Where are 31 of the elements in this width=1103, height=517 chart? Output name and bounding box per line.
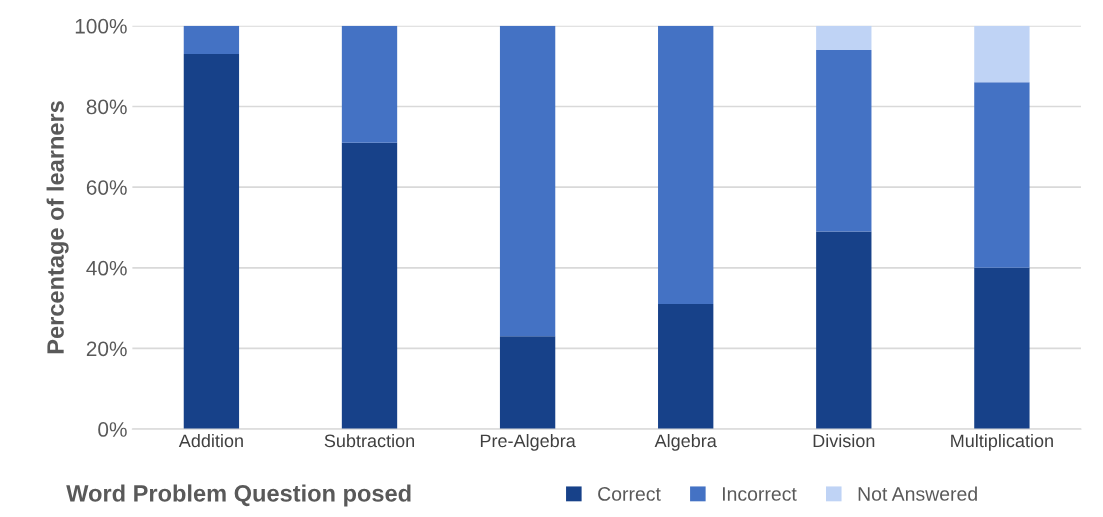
- bar: [816, 50, 872, 232]
- y-tick-label: 20%: [86, 341, 127, 357]
- x-tick-label: Pre-Algebra: [480, 433, 576, 451]
- x-axis-title: Word Problem Question posed: [66, 484, 411, 507]
- bar: [658, 25, 714, 305]
- y-tick-label: 0%: [98, 422, 127, 437]
- x-tick-label: Subtraction: [324, 433, 414, 448]
- bar: [183, 25, 240, 55]
- x-tick-label: Addition: [178, 433, 243, 448]
- bar: [816, 25, 872, 51]
- bar: [341, 142, 398, 430]
- y-axis-title: Percentage of learners: [46, 101, 69, 354]
- bar: [658, 304, 714, 430]
- bar: [499, 25, 556, 337]
- y-tick-label: 60%: [86, 180, 127, 195]
- bar: [341, 25, 398, 143]
- y-tick-label: 100%: [75, 18, 127, 34]
- bar: [974, 267, 1030, 430]
- bar: [816, 231, 872, 430]
- bar: [974, 82, 1030, 268]
- bar: [499, 336, 556, 430]
- y-tick-label: 80%: [86, 99, 127, 115]
- x-tick-label: Division: [813, 433, 875, 448]
- bar: [183, 54, 240, 430]
- x-tick-label: Algebra: [654, 433, 717, 451]
- legend-label: Not Answered: [858, 486, 977, 501]
- y-tick-label: 40%: [86, 260, 127, 276]
- x-tick-label: Multiplication: [951, 433, 1053, 451]
- legend-label: Correct: [598, 487, 661, 501]
- bar: [974, 25, 1030, 83]
- legend-label: Incorrect: [722, 487, 797, 501]
